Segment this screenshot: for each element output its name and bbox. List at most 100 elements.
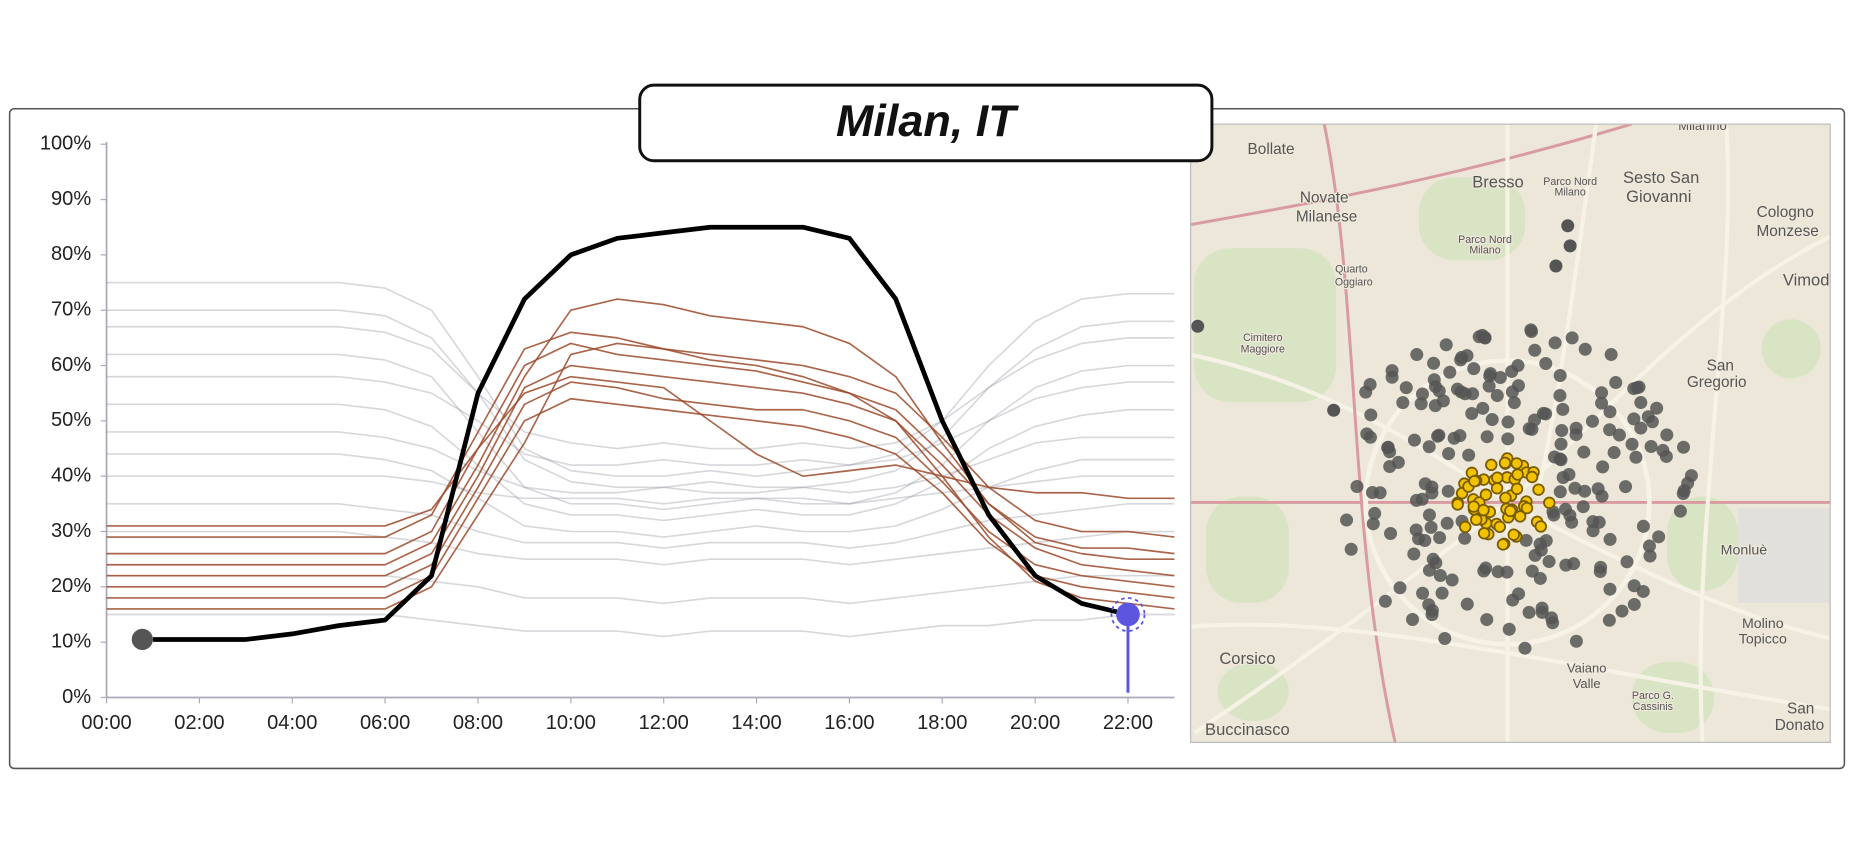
active-station-dot <box>1543 496 1556 509</box>
station-dot <box>1363 377 1377 391</box>
station-dot <box>1519 533 1533 547</box>
station-dot <box>1327 403 1341 417</box>
station-dot <box>1416 586 1430 600</box>
station-dot <box>1409 493 1423 507</box>
station-dot <box>1609 376 1623 390</box>
station-dot <box>1453 429 1467 443</box>
station-dot <box>1425 486 1439 500</box>
park <box>1418 177 1526 261</box>
station-dot <box>1547 508 1561 522</box>
station-dot <box>1364 408 1378 422</box>
y-tick-label: 80% <box>51 243 91 265</box>
place-label: Bresso <box>1472 173 1524 192</box>
station-dot <box>1563 508 1577 522</box>
x-tick-label: 20:00 <box>1010 712 1060 734</box>
station-dot <box>1442 447 1456 461</box>
end-marker <box>1116 602 1140 627</box>
station-dot <box>1603 423 1617 437</box>
active-station-dot <box>1504 504 1517 518</box>
park <box>1205 496 1289 603</box>
station-dot <box>1422 508 1436 522</box>
place-label: Molino <box>1742 616 1784 632</box>
x-tick-label: 02:00 <box>174 712 224 734</box>
station-dot <box>1368 506 1382 520</box>
station-dot <box>1466 387 1480 401</box>
station-dot <box>1477 564 1491 578</box>
station-dot <box>1536 406 1550 420</box>
station-dot <box>1603 405 1617 419</box>
active-station-dot <box>1496 538 1510 551</box>
active-station-dot <box>1477 503 1490 517</box>
title: Milan, IT <box>836 95 1019 146</box>
road <box>1190 622 1831 712</box>
y-tick-label: 60% <box>51 354 91 376</box>
station-dot <box>1553 485 1567 499</box>
place-label: Cologno <box>1757 204 1814 221</box>
station-dot <box>1505 385 1519 399</box>
station-dot <box>1415 387 1429 401</box>
place-label: Quarto <box>1335 263 1368 275</box>
map-frame <box>1190 123 1831 744</box>
chart: 0% 10% 20% 30% 40% 50% 60% 70% 80% 90% 100% 00:00 02… <box>40 133 1175 734</box>
place-label: Maggiore <box>1241 344 1285 356</box>
station-dot <box>1684 469 1698 483</box>
station-dot <box>1553 368 1567 382</box>
series-line <box>106 281 1175 478</box>
y-tick-label: 70% <box>51 299 91 321</box>
station-dot <box>1644 440 1658 454</box>
active-station-dot <box>1498 456 1512 470</box>
series-line <box>106 375 1175 466</box>
place-label: Parco G. <box>1632 690 1674 702</box>
station-dot <box>1607 446 1621 460</box>
station-dot <box>1373 486 1387 500</box>
station-dot <box>1553 452 1567 466</box>
y-tick-label: 90% <box>51 188 91 210</box>
station-dot <box>1619 480 1633 494</box>
station-dot <box>1612 428 1626 442</box>
place-label: Donato <box>1775 717 1825 734</box>
map[interactable]: Milanino Bollate Novate Milanese Bresso Parco… <box>1190 118 1836 743</box>
road <box>1698 124 1731 743</box>
station-dot <box>1502 622 1516 636</box>
station-dot <box>1627 597 1641 611</box>
start-marker <box>131 628 153 651</box>
station-dot <box>1383 445 1397 459</box>
place-label: Valle <box>1573 676 1601 691</box>
series-line <box>106 397 1175 599</box>
park <box>1667 496 1738 592</box>
place-label: Bollate <box>1248 141 1295 158</box>
ring-road <box>1363 358 1652 647</box>
station-dot <box>1460 597 1474 611</box>
place-label: San <box>1707 358 1734 375</box>
station-dot <box>1414 397 1428 411</box>
station-dot <box>1440 516 1454 530</box>
station-dot <box>1534 543 1548 557</box>
station-dot <box>1480 613 1494 627</box>
active-station-dot <box>1510 457 1523 470</box>
station-dot <box>1561 219 1575 233</box>
station-dot <box>1576 500 1590 514</box>
y-tick-label: 40% <box>51 465 91 487</box>
station-dot <box>1636 584 1650 598</box>
station-dot <box>1563 239 1577 253</box>
station-dot <box>1643 549 1657 563</box>
x-tick-label: 18:00 <box>917 712 967 734</box>
place-label: Cassinis <box>1633 701 1673 713</box>
station-dot <box>1595 489 1609 503</box>
station-dot <box>1412 532 1426 546</box>
station-dot <box>1410 348 1424 362</box>
station-dot <box>1458 531 1472 545</box>
station-dot <box>1518 641 1532 655</box>
station-dot <box>1525 564 1539 578</box>
series-line <box>106 381 1175 588</box>
station-dot <box>1567 557 1581 571</box>
station-dot <box>1490 389 1504 403</box>
y-tick-label: 50% <box>51 409 91 431</box>
station-dot <box>1422 440 1436 454</box>
highlight-line <box>153 224 1129 642</box>
x-tick-label: 14:00 <box>731 712 781 734</box>
active-station-dot <box>1459 520 1472 534</box>
station-dot <box>1483 369 1497 383</box>
place-label: Buccinasco <box>1205 720 1290 739</box>
